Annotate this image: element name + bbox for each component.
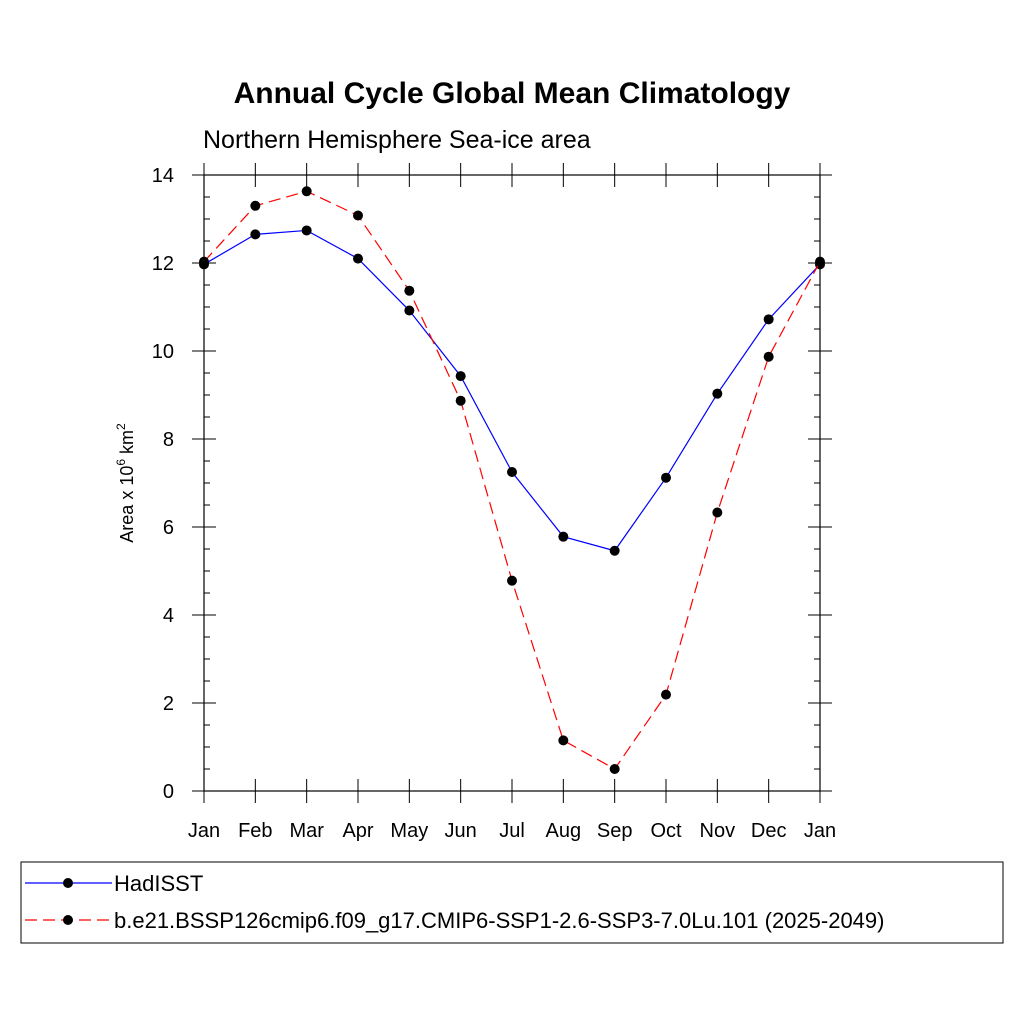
x-tick-label: Oct (650, 820, 682, 842)
series-line-0 (203, 229, 821, 552)
legend-label-model: b.e21.BSSP126cmip6.f09_g17.CMIP6-SSP1-2.… (114, 908, 884, 933)
legend-box (20, 861, 1004, 944)
data-point-series-0 (250, 229, 261, 240)
data-point-series-0 (455, 371, 466, 382)
y-axis-label-unit-exponent: 2 (114, 423, 128, 430)
legend-marker-hadisst (63, 878, 73, 888)
data-point-series-0 (301, 225, 312, 236)
x-tick-label: Apr (342, 820, 373, 842)
x-tick-label: Dec (751, 820, 787, 842)
data-point-series-0 (763, 314, 774, 325)
y-tick-label: 10 (152, 341, 174, 363)
data-point-series-0 (661, 472, 671, 483)
data-point-series-0 (712, 388, 723, 399)
x-tick-label: Feb (238, 820, 272, 842)
x-tick-label: Jan (188, 820, 220, 842)
data-point-series-1 (712, 507, 723, 518)
y-tick-label: 2 (163, 693, 174, 715)
data-point-series-1 (815, 256, 825, 267)
data-point-series-0 (353, 253, 363, 264)
y-axis-tick-labels: 0 2 4 6 8 10 12 14 (152, 165, 174, 803)
x-tick-label: Nov (700, 820, 736, 842)
data-point-series-1 (353, 210, 363, 221)
x-axis-tick-labels: Jan Feb Mar Apr May Jun Jul Aug Sep Oct Nov Dec Jan (188, 820, 836, 842)
y-tick-label: 6 (163, 517, 174, 539)
data-point-series-1 (609, 764, 620, 774)
legend: HadISST b.e21.BSSP126cmip6.f09_g17.CMIP6… (20, 861, 1004, 944)
y-axis-label-exponent: 6 (114, 459, 128, 466)
data-point-series-1 (763, 351, 774, 362)
data-point-series-1 (507, 575, 517, 586)
data-point-series-0 (404, 305, 415, 316)
legend-label-hadisst: HadISST (114, 871, 203, 896)
y-axis-label: Area x 106 km2 (114, 423, 137, 543)
chart-title: Annual Cycle Global Mean Climatology (234, 77, 791, 110)
y-tick-label: 14 (152, 165, 174, 187)
series-group (199, 186, 825, 774)
data-point-series-1 (558, 735, 569, 746)
axis-ticks (192, 163, 832, 803)
y-axis-label-prefix: Area x 10 (117, 466, 137, 543)
data-point-series-1 (301, 186, 312, 197)
data-point-series-0 (609, 545, 620, 556)
series-line-1 (203, 190, 821, 770)
data-point-series-0 (507, 467, 517, 477)
data-point-series-1 (661, 689, 671, 700)
x-tick-label: Jul (499, 820, 525, 842)
x-tick-label: Mar (289, 820, 324, 842)
data-point-series-1 (250, 200, 261, 211)
x-tick-label: Jun (445, 820, 477, 842)
y-tick-label: 12 (152, 253, 174, 275)
x-tick-label: Sep (597, 820, 633, 842)
x-tick-label: May (390, 820, 428, 842)
data-point-series-1 (404, 285, 415, 296)
y-axis-label-unit: km (117, 430, 137, 459)
chart-subtitle: Northern Hemisphere Sea-ice area (203, 126, 591, 154)
y-tick-label: 8 (163, 429, 174, 451)
data-point-series-0 (558, 531, 569, 542)
data-point-series-1 (455, 395, 466, 406)
x-tick-label: Jan (804, 820, 836, 842)
legend-marker-model (63, 915, 73, 925)
y-tick-label: 0 (163, 781, 174, 803)
x-tick-label: Aug (546, 820, 582, 842)
y-tick-label: 4 (163, 605, 174, 627)
data-point-series-1 (199, 256, 209, 267)
